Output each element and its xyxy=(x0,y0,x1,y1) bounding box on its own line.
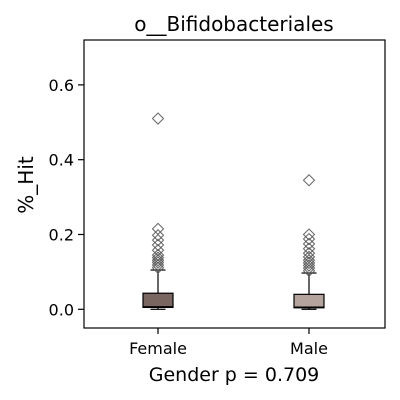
box-group xyxy=(293,173,325,310)
outlier-point xyxy=(302,228,316,241)
outlier-point xyxy=(151,112,165,125)
outlier-point xyxy=(151,261,165,275)
outlier-point xyxy=(151,251,165,264)
outlier-point xyxy=(151,238,165,252)
x-axis-label: Gender p = 0.709 xyxy=(149,364,320,386)
outlier-point xyxy=(302,259,316,272)
outlier-point xyxy=(302,264,316,278)
plot-layer: 0.0 0.2 0.4 0.6 Female Male xyxy=(49,39,386,358)
outlier-point xyxy=(151,228,165,242)
box-group xyxy=(142,112,174,310)
outlier-point xyxy=(302,232,316,246)
outlier-point xyxy=(151,222,165,236)
y-tick-label: 0.2 xyxy=(49,225,74,244)
x-tick-label: Female xyxy=(129,339,187,358)
outlier-point xyxy=(302,246,316,260)
x-tick-label: Male xyxy=(290,339,328,358)
box-body xyxy=(293,293,325,309)
outlier-point xyxy=(302,173,316,187)
y-axis-label: %_Hit xyxy=(14,156,38,214)
y-tick-label: 0.6 xyxy=(49,76,74,95)
outlier-point xyxy=(151,256,165,269)
outlier-point xyxy=(151,243,165,257)
box-body xyxy=(142,292,174,309)
outlier-point xyxy=(302,261,316,275)
y-tick-label: 0.4 xyxy=(49,151,74,170)
outlier-point xyxy=(151,248,165,262)
outlier-point xyxy=(302,256,316,270)
y-tick-label: 0.0 xyxy=(49,300,74,319)
outlier-point xyxy=(302,237,316,251)
outlier-point xyxy=(302,242,316,255)
outlier-point xyxy=(151,258,165,272)
outlier-point xyxy=(151,233,165,247)
chart-title: o__Bifidobacteriales xyxy=(134,12,333,36)
outlier-point xyxy=(151,254,165,267)
plot-frame xyxy=(83,39,386,329)
